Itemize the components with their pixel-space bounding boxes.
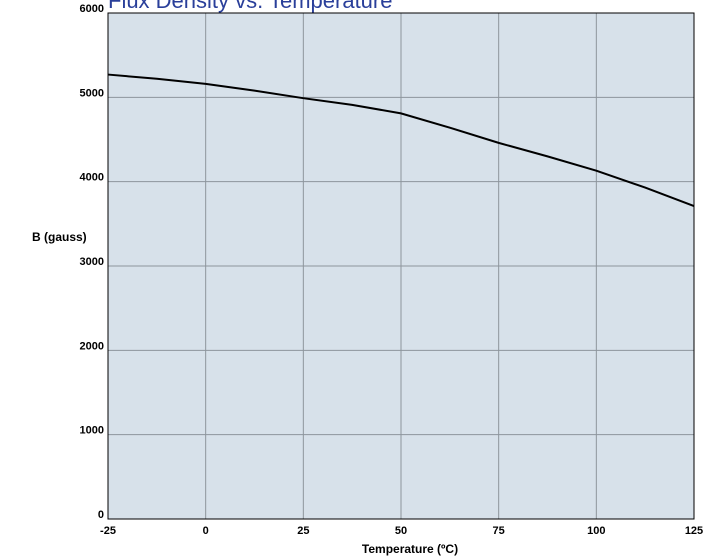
x-axis-label: Temperature (ºC) xyxy=(362,542,458,556)
x-tick-label: 100 xyxy=(587,525,605,537)
x-tick-label: 125 xyxy=(685,525,703,537)
y-axis-label: B (gauss) xyxy=(32,230,87,244)
chart-title: Flux Density vs. Temperature xyxy=(108,0,392,13)
y-tick-label: 5000 xyxy=(80,87,104,99)
y-tick-label: 4000 xyxy=(80,172,104,184)
x-tick-label: 50 xyxy=(395,525,407,537)
y-tick-label: 0 xyxy=(98,509,104,521)
x-axis-ticks: -25 0 25 50 75 100 125 xyxy=(100,525,703,537)
x-tick-label: -25 xyxy=(100,525,116,537)
y-tick-label: 6000 xyxy=(80,3,104,15)
x-tick-label: 25 xyxy=(297,525,309,537)
y-tick-label: 2000 xyxy=(80,340,104,352)
y-tick-label: 1000 xyxy=(80,425,104,437)
plot-frame xyxy=(107,12,695,520)
x-tick-label: 0 xyxy=(203,525,209,537)
x-tick-label: 75 xyxy=(493,525,505,537)
series-line xyxy=(107,73,695,208)
y-tick-label: 3000 xyxy=(80,256,104,268)
y-axis-ticks: 0 1000 2000 3000 4000 5000 6000 xyxy=(80,3,104,521)
